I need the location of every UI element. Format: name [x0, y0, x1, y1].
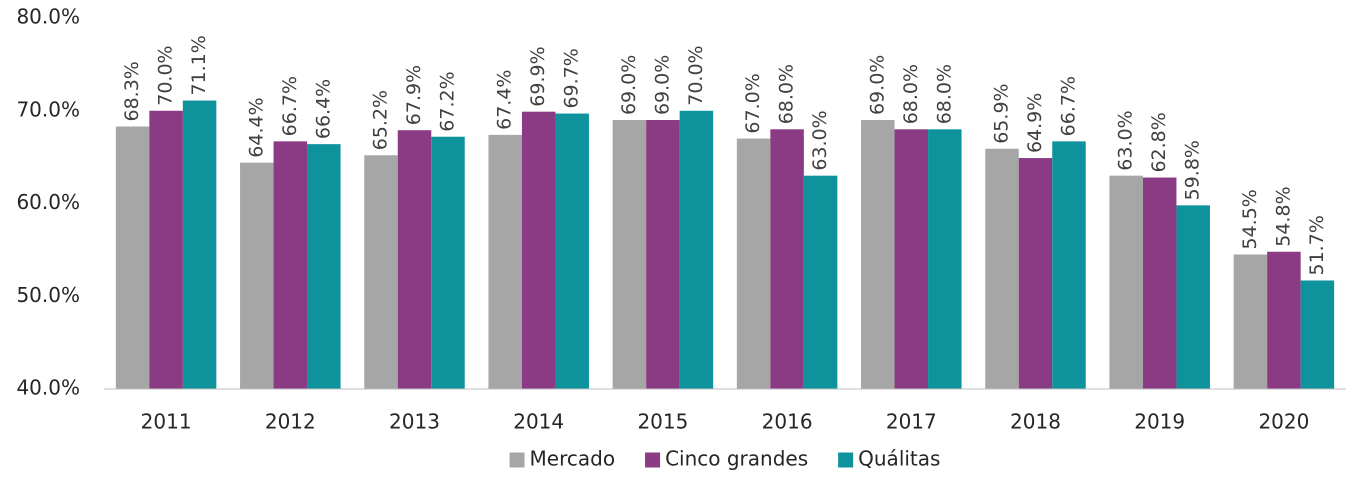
value-label: 68.3% — [121, 61, 143, 121]
y-tick-label: 40.0% — [16, 376, 80, 400]
bar — [803, 175, 838, 389]
legend-swatch — [838, 452, 854, 468]
bar — [240, 162, 274, 389]
legend-label: Quálitas — [858, 447, 940, 471]
x-tick-label: 2015 — [637, 410, 688, 434]
bar — [861, 120, 895, 390]
value-label: 66.4% — [312, 79, 334, 139]
x-tick-label: 2020 — [1258, 410, 1309, 434]
bar — [1176, 205, 1210, 389]
y-tick-label: 50.0% — [16, 283, 80, 307]
value-label: 59.8% — [1182, 140, 1204, 200]
bar — [770, 129, 804, 390]
value-label: 66.7% — [1058, 76, 1080, 136]
bar — [1109, 175, 1143, 389]
legend-swatch — [645, 452, 661, 468]
bar — [1267, 251, 1301, 389]
value-label: 54.5% — [1239, 189, 1261, 249]
value-label: 67.2% — [437, 71, 459, 131]
value-label: 70.0% — [155, 45, 177, 105]
bar — [397, 130, 432, 390]
y-tick-label: 80.0% — [16, 5, 80, 29]
value-label: 64.4% — [245, 97, 267, 157]
bar — [273, 141, 308, 389]
bar — [521, 111, 556, 390]
bar — [555, 113, 589, 389]
value-label: 69.0% — [866, 55, 888, 115]
legend-label: Mercado — [530, 447, 616, 471]
y-tick-label: 70.0% — [16, 97, 80, 121]
y-tick-label: 60.0% — [16, 190, 80, 214]
x-tick-label: 2013 — [389, 410, 440, 434]
value-label: 63.0% — [1115, 110, 1137, 170]
bar — [646, 120, 680, 390]
legend-label: Cinco grandes — [665, 447, 808, 471]
bar — [364, 155, 398, 389]
value-label: 69.9% — [527, 46, 549, 106]
value-label: 65.2% — [370, 90, 392, 150]
value-label: 69.0% — [618, 55, 640, 115]
value-label: 65.9% — [991, 83, 1013, 143]
value-label: 67.9% — [403, 65, 425, 125]
value-label: 67.4% — [494, 70, 516, 130]
bar — [149, 110, 183, 389]
value-label: 66.7% — [279, 76, 301, 136]
bar — [431, 136, 465, 389]
value-label: 71.1% — [188, 35, 210, 95]
value-label: 54.8% — [1272, 186, 1294, 246]
value-label: 64.9% — [1024, 93, 1046, 153]
bar — [1300, 280, 1335, 389]
x-tick-label: 2012 — [265, 410, 316, 434]
value-label: 68.0% — [900, 64, 922, 124]
bar — [985, 148, 1019, 389]
bar — [488, 134, 522, 389]
bar — [1142, 177, 1177, 389]
value-label: 70.0% — [685, 45, 707, 105]
value-label: 63.0% — [809, 110, 831, 170]
value-label: 62.8% — [1148, 112, 1170, 172]
x-tick-label: 2018 — [1010, 410, 1061, 434]
x-tick-label: 2019 — [1134, 410, 1185, 434]
bar — [307, 144, 341, 389]
value-label: 68.0% — [933, 64, 955, 124]
bar — [182, 100, 217, 390]
value-label: 69.0% — [651, 55, 673, 115]
bar — [679, 110, 714, 389]
value-label: 51.7% — [1306, 215, 1328, 275]
bar — [1233, 254, 1268, 389]
bar — [736, 138, 771, 389]
bar — [612, 120, 647, 390]
value-label: 67.0% — [742, 73, 764, 133]
x-tick-label: 2014 — [513, 410, 564, 434]
x-tick-label: 2011 — [141, 410, 192, 434]
value-label: 69.7% — [561, 48, 583, 108]
legend-swatch — [509, 452, 525, 468]
x-tick-label: 2017 — [886, 410, 937, 434]
bar — [115, 126, 150, 389]
bar — [928, 129, 962, 390]
bar — [1052, 141, 1086, 389]
bar — [1018, 158, 1053, 389]
x-tick-label: 2016 — [762, 410, 813, 434]
bar — [894, 129, 929, 390]
value-label: 68.0% — [776, 64, 798, 124]
